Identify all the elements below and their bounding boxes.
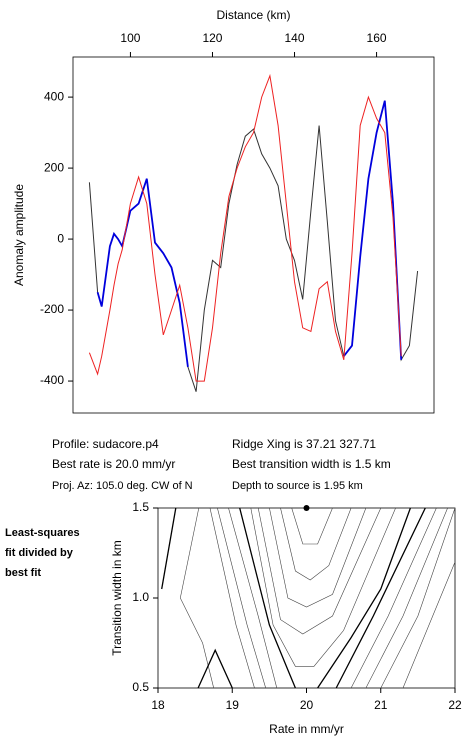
- y-tick-label: 0.5: [132, 680, 149, 694]
- x-tick-label: 19: [226, 698, 240, 712]
- caption-line: best fit: [5, 567, 41, 579]
- contour-line: [280, 507, 352, 581]
- x-tick-label: 18: [151, 698, 165, 712]
- y-tick-label: 1.5: [132, 500, 149, 514]
- contour-line: [257, 507, 382, 635]
- contour-line: [350, 507, 437, 689]
- data-line: [88, 100, 419, 392]
- x-tick-label: 140: [285, 31, 305, 45]
- contour-line: [239, 507, 296, 689]
- y-tick-label: 400: [44, 89, 64, 103]
- contour-line: [197, 648, 233, 689]
- x-axis-title: Rate in mm/yr: [269, 722, 344, 736]
- info-text: Ridge Xing is 37.21 327.71: [232, 437, 376, 451]
- y-axis-title: Anomaly amplitude: [12, 184, 26, 286]
- y-tick-label: -200: [40, 302, 64, 316]
- y-tick-label: 1.0: [132, 590, 149, 604]
- best-fit-point: [303, 505, 310, 511]
- info-text: Best transition width is 1.5 km: [232, 457, 391, 471]
- y-tick-label: 200: [44, 160, 64, 174]
- contour-line: [209, 507, 255, 689]
- contour-line: [269, 507, 367, 608]
- data-line: [96, 100, 403, 368]
- contour-line: [380, 507, 456, 689]
- contour-line: [402, 561, 456, 689]
- caption-line: Least-squares: [5, 527, 80, 539]
- contour-line: [228, 507, 278, 689]
- contour-line: [317, 507, 412, 689]
- x-tick-label: 20: [300, 698, 314, 712]
- contour-line: [365, 507, 448, 689]
- contour-line: [179, 507, 214, 689]
- plot-frame: [72, 56, 435, 414]
- y-tick-label: 0: [57, 231, 64, 245]
- info-text: Depth to source is 1.95 km: [232, 480, 363, 492]
- data-line: [88, 73, 402, 382]
- contour-line: [161, 507, 177, 590]
- contour-line: [335, 507, 426, 689]
- x-tick-label: 160: [367, 31, 387, 45]
- y-tick-label: -400: [40, 373, 64, 387]
- info-text: Best rate is 20.0 mm/yr: [52, 457, 175, 471]
- contour-line: [250, 507, 396, 667]
- x-tick-label: 21: [374, 698, 388, 712]
- x-axis-title: Distance (km): [216, 8, 290, 22]
- contour-line: [217, 507, 266, 689]
- info-text: Profile: sudacore.p4: [52, 437, 159, 451]
- y-axis-title: Transition width in km: [110, 540, 124, 656]
- contour-line: [291, 507, 333, 545]
- x-tick-label: 120: [202, 31, 222, 45]
- caption-line: fit divided by: [5, 547, 74, 559]
- x-tick-label: 100: [120, 31, 140, 45]
- x-tick-label: 22: [448, 698, 462, 712]
- info-text: Proj. Az: 105.0 deg. CW of N: [52, 480, 193, 492]
